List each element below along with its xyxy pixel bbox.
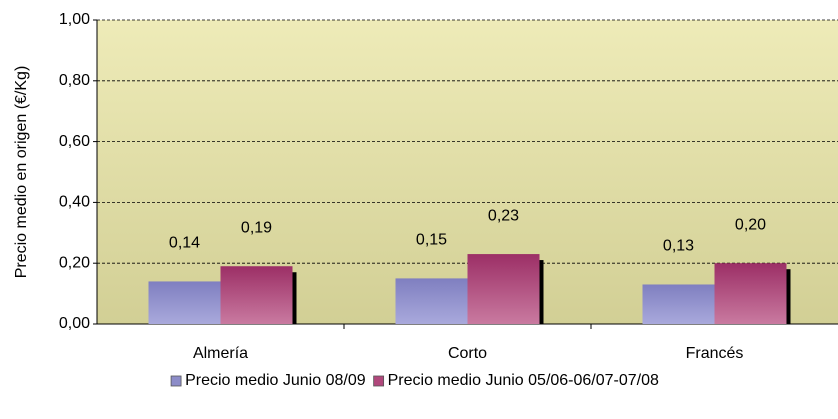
y-tick-label: 0,00 [59, 315, 90, 332]
x-tick-label: Francés [686, 345, 744, 362]
bar [467, 254, 540, 324]
x-tick-label: Corto [448, 345, 487, 362]
y-tick-label: 0,80 [59, 72, 90, 89]
data-label: 0,14 [169, 235, 200, 252]
bar [395, 278, 468, 324]
legend-label: Precio medio Junio 05/06-06/07-07/08 [388, 372, 659, 389]
bar [148, 281, 221, 324]
legend-label: Precio medio Junio 08/09 [185, 372, 366, 389]
y-axis-title: Precio medio en origen (€/Kg) [13, 66, 30, 279]
y-tick-label: 0,60 [59, 133, 90, 150]
y-tick-label: 1,00 [59, 11, 90, 28]
bar [642, 284, 715, 324]
data-label: 0,20 [735, 216, 766, 233]
legend-swatch [373, 375, 385, 387]
bar-shadow [539, 260, 544, 324]
data-label: 0,15 [416, 232, 447, 249]
data-label: 0,19 [241, 219, 272, 236]
y-tick-label: 0,20 [59, 254, 90, 271]
y-tick-label: 0,40 [59, 194, 90, 211]
legend: Precio medio Junio 08/09 Precio medio Jun… [170, 372, 659, 389]
bar-shadow [786, 269, 791, 324]
data-label: 0,13 [663, 238, 694, 255]
bar [714, 263, 787, 324]
x-tick-label: Almería [193, 345, 248, 362]
bar [220, 266, 293, 324]
bar-shadow [292, 272, 297, 324]
legend-swatch [170, 375, 182, 387]
data-label: 0,23 [488, 207, 519, 224]
